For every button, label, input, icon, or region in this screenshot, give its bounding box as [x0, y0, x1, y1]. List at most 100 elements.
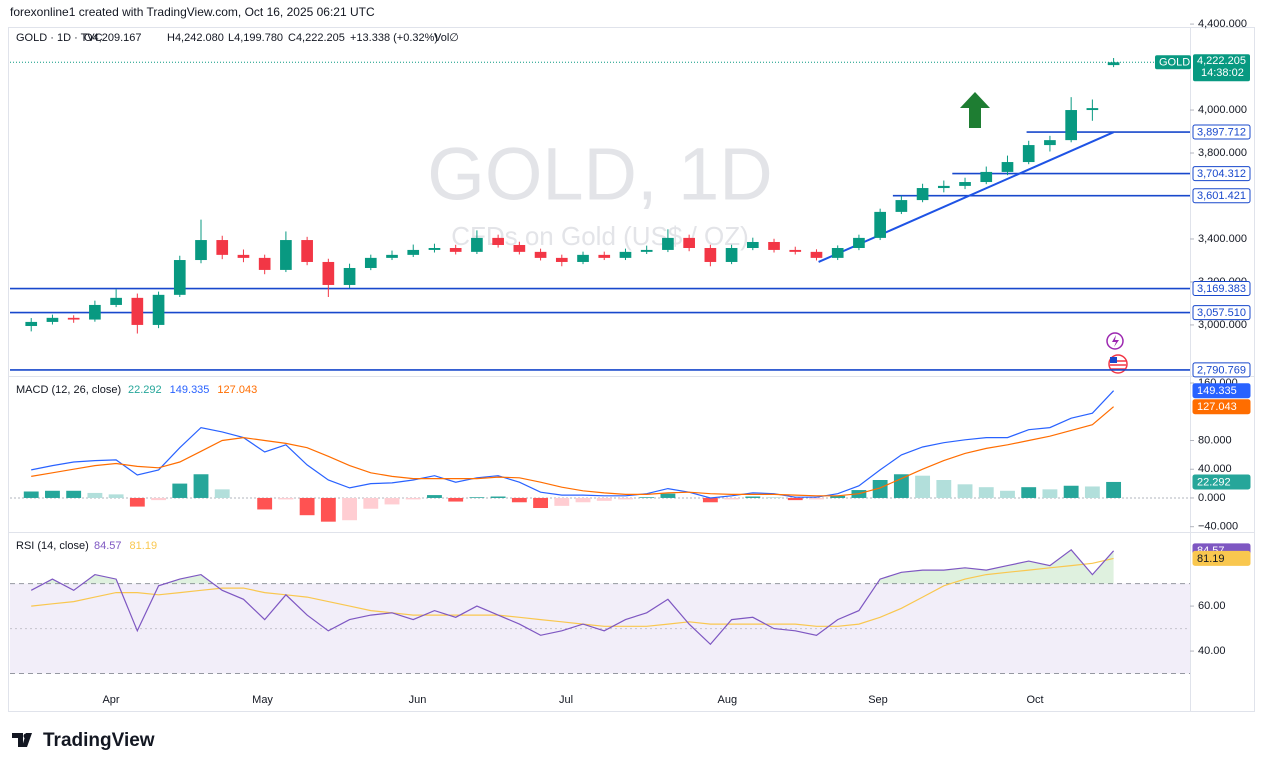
- histogram-bar: [87, 492, 103, 498]
- x-tick-label: Apr: [102, 694, 119, 706]
- candle-body: [258, 257, 271, 270]
- candle-body: [895, 200, 908, 212]
- flag-canton: [1110, 357, 1117, 363]
- histogram-bar: [320, 497, 336, 522]
- histogram-bar: [1000, 490, 1015, 498]
- candle-body: [1107, 62, 1120, 66]
- y-tick-label: 3,000.000: [1198, 319, 1247, 331]
- candle-body: [89, 304, 101, 320]
- axis-label-box: [1192, 399, 1251, 415]
- candle-body: [1065, 110, 1077, 141]
- axis-label-box: [1192, 474, 1251, 490]
- candle-body: [916, 188, 929, 201]
- candle-body: [704, 247, 717, 262]
- lightning: [1112, 335, 1119, 347]
- axis-label: 3,057.510: [1197, 307, 1246, 319]
- histogram-bar: [1021, 487, 1037, 498]
- candle-body: [407, 249, 420, 255]
- countdown: 14:38:02: [1201, 67, 1244, 79]
- histogram-bar: [1063, 485, 1079, 498]
- candle-body: [301, 240, 313, 262]
- histogram-bar: [129, 497, 145, 507]
- candle-body: [216, 240, 229, 255]
- logo-text: TradingView: [43, 730, 155, 751]
- histogram-bar: [45, 490, 60, 498]
- series-line: [31, 406, 1114, 497]
- candle-body: [534, 251, 547, 258]
- candle-body: [789, 249, 802, 252]
- histogram-bar: [596, 497, 612, 501]
- histogram-bar: [23, 491, 39, 498]
- candle-body: [874, 211, 886, 238]
- legend-low: L4,199.780: [228, 32, 283, 44]
- y-tick-label: 60.00: [1198, 600, 1226, 612]
- indicator-value: 149.335: [170, 384, 210, 396]
- histogram-bar: [639, 497, 655, 498]
- histogram-bar: [66, 490, 82, 498]
- histogram-bar: [724, 497, 740, 500]
- histogram-bar: [151, 497, 166, 501]
- candle-body: [853, 237, 865, 248]
- axis-label-box: [1192, 124, 1251, 140]
- series-line: [31, 557, 1114, 627]
- histogram-bar: [618, 497, 633, 500]
- candle-body: [364, 257, 377, 268]
- candle-body: [662, 237, 674, 250]
- candle-body: [173, 260, 186, 295]
- axis-label: 149.335: [1197, 385, 1237, 397]
- candle-body: [195, 240, 207, 261]
- axis-label: 22.292: [1197, 476, 1231, 488]
- y-tick-label: 4,000.000: [1198, 104, 1247, 116]
- series-line: [31, 390, 1115, 499]
- histogram-bar: [702, 497, 718, 503]
- histogram-bar: [872, 480, 888, 498]
- symbol-tag-text: GOLD: [1159, 57, 1190, 69]
- legend-high: H4,242.080: [167, 32, 224, 44]
- indicator-title: MACD (12, 26, close): [16, 384, 121, 396]
- histogram-bar: [745, 496, 761, 498]
- histogram-bar: [469, 497, 485, 498]
- axis-label-box: [1192, 166, 1251, 182]
- y-tick-label: −40.000: [1198, 521, 1238, 533]
- indicator-value: 84.57: [94, 540, 122, 552]
- histogram-bar: [490, 496, 506, 498]
- frame: [8, 27, 1255, 712]
- candle-body: [555, 257, 568, 262]
- x-tick-label: Aug: [718, 694, 738, 706]
- axis-label: 3,601.421: [1197, 190, 1246, 202]
- candle-body: [25, 321, 38, 327]
- histogram-bar: [342, 497, 357, 521]
- x-tick-label: May: [252, 694, 273, 706]
- histogram-bar: [1084, 486, 1100, 498]
- histogram-bar: [427, 495, 442, 498]
- watermark-subtitle: CFDs on Gold (US$ / OZ): [451, 221, 749, 251]
- legend-volume: Vol∅: [434, 32, 459, 44]
- axis-label-box: [1192, 362, 1251, 378]
- candle-body: [619, 251, 632, 258]
- legend-symbol: GOLD · 1D · TVC: [16, 32, 103, 44]
- event-icons: [1106, 332, 1128, 374]
- footer-logo: TradingView: [12, 730, 155, 751]
- candle-body: [768, 241, 780, 250]
- candle-body: [110, 297, 122, 305]
- y-tick-label: 40.000: [1198, 463, 1232, 475]
- candle-body: [725, 247, 738, 262]
- histogram-bar: [830, 495, 846, 498]
- candle-body: [513, 244, 526, 252]
- legend-change: +13.338 (+0.32%): [350, 32, 438, 44]
- histogram-bar: [384, 497, 400, 505]
- axis-label-box: [1192, 550, 1251, 566]
- axis-label: 2,790.769: [1197, 364, 1246, 376]
- y-tick-label: 40.00: [1198, 645, 1226, 657]
- candle-body: [1044, 140, 1056, 146]
- overbought-fill: [43, 549, 1114, 584]
- candle-body: [131, 297, 144, 325]
- candle-body: [980, 171, 993, 183]
- candle-body: [428, 247, 441, 250]
- histogram-bar: [1042, 489, 1058, 498]
- histogram-bar: [193, 474, 209, 498]
- histogram-bar: [660, 493, 676, 498]
- candle-body: [46, 317, 59, 322]
